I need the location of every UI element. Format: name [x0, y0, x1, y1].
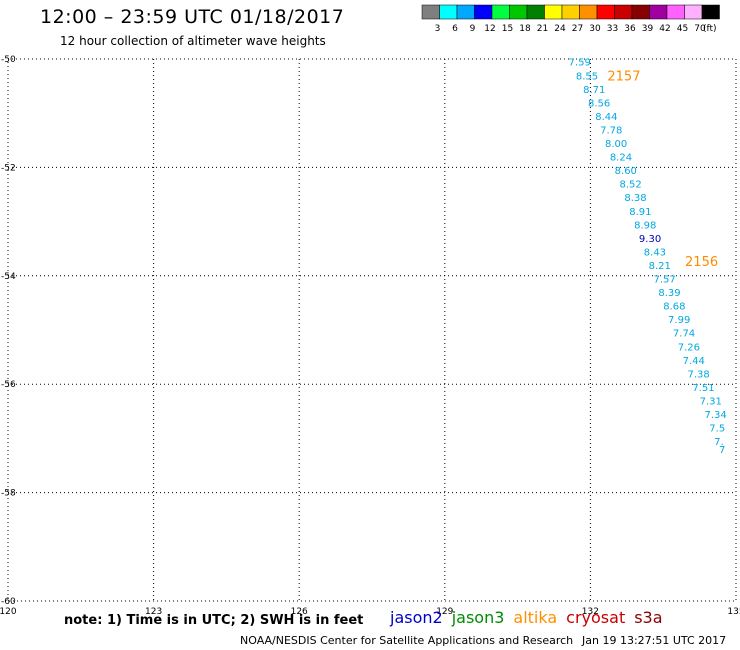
color-scale-label: 33: [607, 24, 618, 34]
wave-height-value: 8.00: [605, 139, 627, 150]
color-scale-label: 12: [484, 24, 495, 34]
wave-height-value: 8.38: [624, 193, 646, 204]
x-tick-label: 120: [0, 607, 17, 617]
satellite-legend: jason2 jason3 altika cryosat s3a: [390, 608, 672, 627]
x-tick-label: 135: [727, 607, 740, 617]
color-scale-label: 45: [677, 24, 688, 34]
color-scale-label: 24: [554, 24, 566, 34]
y-tick-label: -60: [1, 597, 16, 607]
plot-frame: [7, 58, 737, 602]
color-scale-label: 27: [572, 24, 583, 34]
chart-title: 12:00 – 23:59 UTC 01/18/2017: [40, 6, 345, 28]
wave-height-value: 7.31: [700, 396, 722, 407]
y-tick-label: -56: [1, 380, 16, 390]
y-tick-label: -50: [1, 55, 16, 65]
wave-height-value: 7.51: [692, 383, 714, 394]
wave-height-value: 7.99: [668, 315, 690, 326]
x-tick-label: 129: [436, 607, 453, 617]
wave-height-value: 8.21: [649, 261, 671, 272]
wave-height-value: 8.98: [634, 220, 656, 231]
color-scale-label: 30: [589, 24, 601, 34]
wave-height-value: 7.38: [687, 369, 709, 380]
wave-height-value: 7.78: [600, 125, 622, 136]
color-scale-label: 3: [435, 24, 441, 34]
chart-subtitle: 12 hour collection of altimeter wave hei…: [60, 34, 326, 48]
footer-timestamp: Jan 19 13:27:51 UTC 2017: [582, 634, 727, 647]
wave-height-value: 7.44: [683, 356, 705, 367]
color-scale-label: 39: [642, 24, 654, 34]
wave-height-value: 8.44: [595, 112, 617, 123]
footer-note: note: 1) Time is in UTC; 2) SWH is in fe…: [64, 613, 364, 628]
wave-height-value: 9.30: [639, 234, 661, 245]
color-scale-label: 36: [624, 24, 636, 34]
x-tick-label: 132: [582, 607, 599, 617]
color-scale-label: 70: [694, 24, 706, 34]
wave-height-value: 8.55: [576, 71, 598, 82]
wave-height-value: 8.91: [629, 207, 651, 218]
wave-height-value: 7.74: [673, 329, 695, 340]
color-scale-legend: 3 6 9 12 15 18 21 24 27 30 33 36 39 42 45 70(ft): [421, 4, 720, 34]
color-scale-label: 6: [452, 24, 458, 34]
wave-height-value: 8.24: [610, 153, 632, 164]
wave-height-value: 8.43: [644, 247, 666, 258]
wave-height-value: 8.60: [615, 166, 637, 177]
color-scale-unit: (ft): [703, 24, 717, 34]
footer-credit: NOAA/NESDIS Center for Satellite Applica…: [240, 634, 574, 647]
y-tick-label: -52: [1, 163, 16, 173]
wave-height-value: 8.68: [663, 302, 685, 313]
pass-time-label: 2157: [607, 69, 640, 84]
y-tick-label: -58: [1, 489, 16, 499]
y-tick-label: -54: [1, 272, 16, 282]
satellite-legend-item: jason2: [390, 608, 443, 627]
color-scale-swatch: [701, 4, 720, 20]
wave-height-value: 7.57: [653, 275, 675, 286]
satellite-legend-item: s3a: [634, 608, 663, 627]
wave-height-value: 7.5: [709, 424, 725, 435]
color-scale-label: 15: [502, 24, 513, 34]
x-tick-label: 123: [145, 607, 162, 617]
wave-height-value: 8.39: [658, 288, 680, 299]
wave-height-value: 8.71: [583, 85, 605, 96]
wave-height-value: 8.56: [588, 98, 610, 109]
wave-height-value: 8.52: [620, 180, 642, 191]
color-scale-label: 9: [470, 24, 476, 34]
wave-height-value: 7.: [714, 437, 724, 448]
color-scale-label: 21: [537, 24, 548, 34]
satellite-legend-item: cryosat: [566, 608, 626, 627]
satellite-legend-item: jason3: [451, 608, 505, 627]
wave-height-value: 7.34: [704, 410, 726, 421]
color-scale-label: 42: [659, 24, 670, 34]
pass-time-label: 2156: [685, 255, 718, 270]
wave-height-value: 7.26: [678, 342, 700, 353]
color-scale-label: 18: [519, 24, 531, 34]
wave-height-value: 7.59: [569, 58, 591, 69]
x-tick-label: 126: [291, 607, 308, 617]
wave-height-value: 7: [719, 445, 725, 456]
satellite-legend-item: altika: [513, 608, 558, 627]
